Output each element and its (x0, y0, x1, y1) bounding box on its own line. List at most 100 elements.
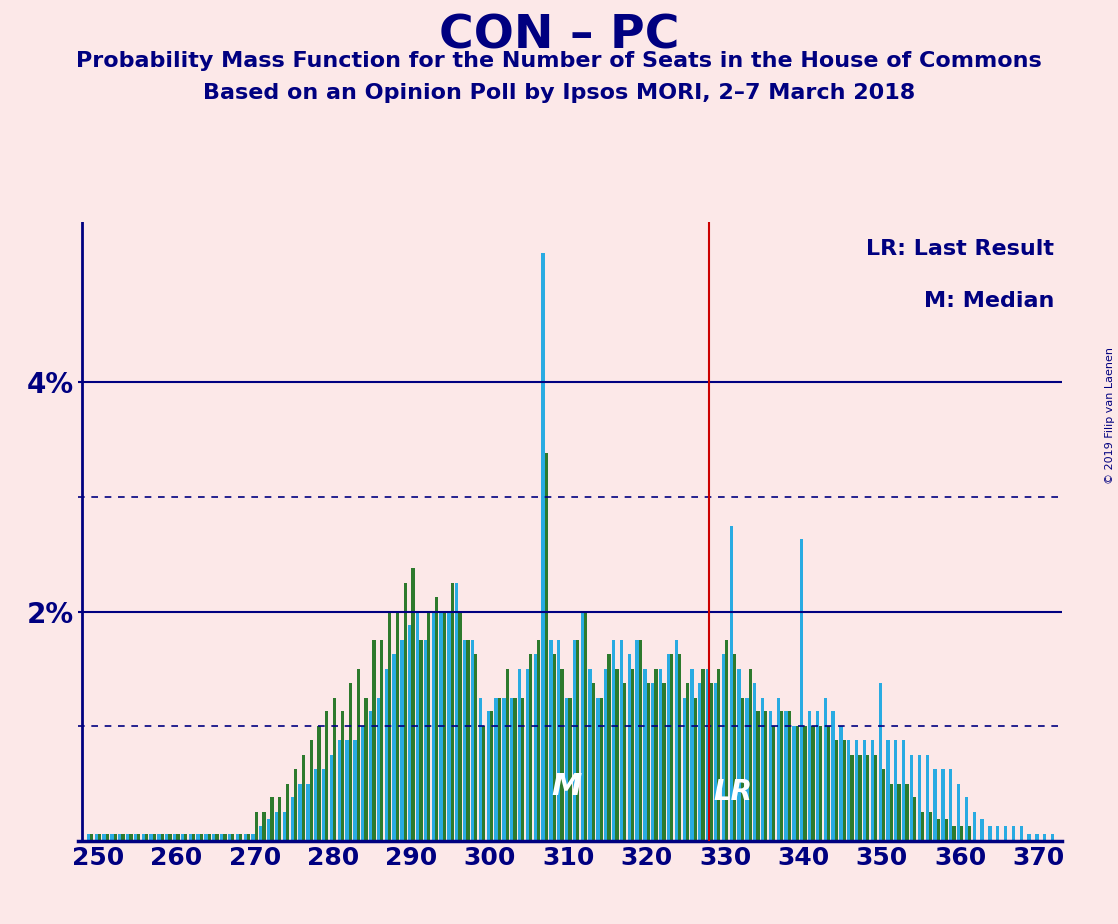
Bar (443, 612, 446, 841)
Bar (291, 797, 294, 841)
Text: LR: Last Result: LR: Last Result (866, 239, 1054, 259)
Bar (299, 784, 302, 841)
Bar (505, 669, 509, 841)
Bar (761, 698, 765, 841)
Bar (732, 654, 736, 841)
Bar (835, 740, 838, 841)
Bar (165, 834, 169, 841)
Bar (106, 834, 108, 841)
Bar (212, 834, 216, 841)
Bar (138, 834, 141, 841)
Bar (1051, 834, 1054, 841)
Bar (871, 740, 874, 841)
Bar (142, 834, 145, 841)
Bar (654, 669, 657, 841)
Bar (549, 640, 552, 841)
Bar (941, 769, 945, 841)
Bar (416, 612, 419, 841)
Bar (231, 834, 235, 841)
Bar (894, 740, 898, 841)
Bar (153, 834, 157, 841)
Bar (322, 769, 325, 841)
Bar (707, 669, 709, 841)
Bar (552, 654, 556, 841)
Bar (533, 654, 537, 841)
Bar (114, 834, 116, 841)
Bar (572, 640, 576, 841)
Bar (599, 698, 603, 841)
Bar (623, 683, 626, 841)
Bar (134, 834, 138, 841)
Text: CON – PC: CON – PC (438, 14, 680, 59)
Bar (816, 711, 819, 841)
Bar (1043, 834, 1046, 841)
Bar (627, 654, 631, 841)
Bar (678, 654, 681, 841)
Bar (302, 755, 305, 841)
Bar (588, 669, 591, 841)
Bar (474, 654, 477, 841)
Bar (345, 740, 349, 841)
Bar (576, 640, 579, 841)
Bar (701, 669, 704, 841)
Bar (427, 612, 430, 841)
Bar (682, 698, 685, 841)
Bar (800, 540, 804, 841)
Bar (189, 834, 192, 841)
Bar (866, 755, 870, 841)
Bar (819, 726, 823, 841)
Bar (537, 640, 540, 841)
Bar (906, 784, 909, 841)
Bar (631, 669, 634, 841)
Bar (1035, 834, 1039, 841)
Bar (693, 698, 697, 841)
Bar (557, 640, 560, 841)
Text: Based on an Opinion Poll by Ipsos MORI, 2–7 March 2018: Based on an Opinion Poll by Ipsos MORI, … (202, 83, 916, 103)
Bar (666, 654, 670, 841)
Bar (377, 698, 380, 841)
Bar (252, 834, 255, 841)
Bar (267, 819, 271, 841)
Bar (730, 526, 732, 841)
Bar (173, 834, 177, 841)
Bar (887, 740, 890, 841)
Bar (568, 698, 571, 841)
Bar (910, 755, 913, 841)
Bar (432, 612, 435, 841)
Text: M: M (551, 772, 581, 801)
Bar (325, 711, 329, 841)
Bar (119, 834, 122, 841)
Bar (419, 640, 423, 841)
Bar (1004, 826, 1007, 841)
Bar (827, 726, 831, 841)
Text: M: Median: M: Median (923, 290, 1054, 310)
Bar (87, 834, 91, 841)
Bar (458, 612, 462, 841)
Bar (560, 669, 563, 841)
Bar (690, 669, 693, 841)
Bar (824, 698, 827, 841)
Bar (651, 683, 654, 841)
Bar (239, 834, 243, 841)
Bar (510, 698, 513, 841)
Bar (541, 253, 544, 841)
Bar (765, 711, 767, 841)
Bar (364, 698, 368, 841)
Bar (674, 640, 678, 841)
Bar (192, 834, 196, 841)
Bar (208, 834, 211, 841)
Bar (400, 640, 404, 841)
Bar (659, 669, 662, 841)
Bar (103, 834, 106, 841)
Bar (921, 812, 925, 841)
Bar (385, 669, 388, 841)
Bar (934, 769, 937, 841)
Bar (953, 826, 956, 841)
Bar (714, 683, 717, 841)
Bar (338, 740, 341, 841)
Bar (965, 797, 968, 841)
Bar (780, 711, 784, 841)
Bar (843, 740, 846, 841)
Bar (439, 612, 443, 841)
Bar (773, 726, 776, 841)
